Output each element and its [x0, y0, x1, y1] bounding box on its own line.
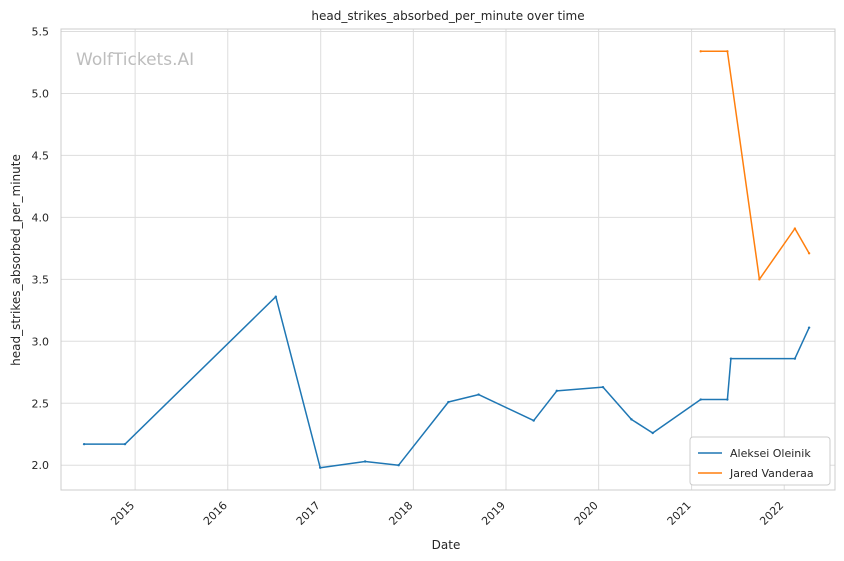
data-point-aleksei-oleinik [555, 389, 558, 393]
y-tick-label: 3.0 [32, 335, 50, 348]
data-point-aleksei-oleinik [123, 442, 127, 446]
data-point-aleksei-oleinik [274, 295, 277, 298]
y-tick-label: 2.5 [32, 397, 50, 410]
x-axis-ticks: 2015 2016 2017 2018 2019 2020 2021 2022 [108, 499, 786, 528]
plot-area [61, 29, 835, 490]
data-point-aleksei-oleinik [318, 466, 322, 469]
series-line-aleksei-oleinik [84, 295, 810, 469]
data-point-jared-vanderaa [726, 50, 729, 53]
data-point-aleksei-oleinik [601, 385, 605, 389]
data-point-jared-vanderaa [699, 50, 702, 53]
data-point-aleksei-oleinik [699, 398, 702, 401]
watermark: WolfTickets.AI [76, 50, 194, 70]
y-tick-label: 5.0 [32, 87, 50, 100]
data-point-aleksei-oleinik [447, 400, 450, 404]
grid-lines [61, 29, 835, 490]
x-tick-label: 2015 [108, 499, 137, 528]
legend-label-jared-vanderaa: Jared Vanderaa [729, 467, 814, 480]
x-tick-label: 2017 [294, 499, 323, 528]
legend-label-aleksei-oleinik: Aleksei Oleinik [730, 447, 811, 460]
y-tick-label: 4.5 [32, 149, 50, 162]
chart-title: head_strikes_absorbed_per_minute over ti… [311, 9, 584, 23]
data-point-aleksei-oleinik [651, 431, 654, 435]
x-axis-label: Date [432, 538, 461, 552]
data-point-aleksei-oleinik [477, 393, 480, 396]
data-point-aleksei-oleinik [807, 326, 811, 329]
y-axis-label: head_strikes_absorbed_per_minute [9, 154, 23, 366]
y-axis-ticks: 2.0 2.5 3.0 3.5 4.0 4.5 5.0 5.5 [32, 25, 50, 472]
x-tick-label: 2019 [479, 499, 508, 528]
y-tick-label: 5.5 [32, 25, 50, 38]
legend-box [689, 436, 831, 486]
data-point-aleksei-oleinik [793, 357, 797, 360]
data-point-aleksei-oleinik [726, 398, 729, 401]
data-point-aleksei-oleinik [363, 460, 367, 463]
legend: Aleksei Oleinik Jared Vanderaa [689, 436, 831, 486]
data-point-aleksei-oleinik [630, 418, 633, 421]
y-tick-label: 2.0 [32, 459, 50, 472]
data-point-jared-vanderaa [758, 278, 761, 281]
x-tick-label: 2020 [572, 499, 601, 528]
data-point-jared-vanderaa [793, 227, 797, 230]
plot-frame [60, 28, 836, 491]
y-tick-label: 3.5 [32, 273, 50, 286]
data-point-jared-vanderaa [807, 252, 811, 255]
data-point-aleksei-oleinik [397, 464, 400, 467]
x-tick-label: 2022 [757, 499, 786, 528]
data-point-aleksei-oleinik [532, 419, 535, 422]
y-tick-label: 4.0 [32, 211, 50, 224]
data-point-aleksei-oleinik [729, 357, 733, 360]
x-tick-label: 2016 [201, 499, 230, 528]
series-lines [82, 50, 811, 469]
x-tick-label: 2018 [386, 499, 415, 528]
x-tick-label: 2021 [665, 499, 694, 528]
data-point-aleksei-oleinik [82, 442, 86, 446]
